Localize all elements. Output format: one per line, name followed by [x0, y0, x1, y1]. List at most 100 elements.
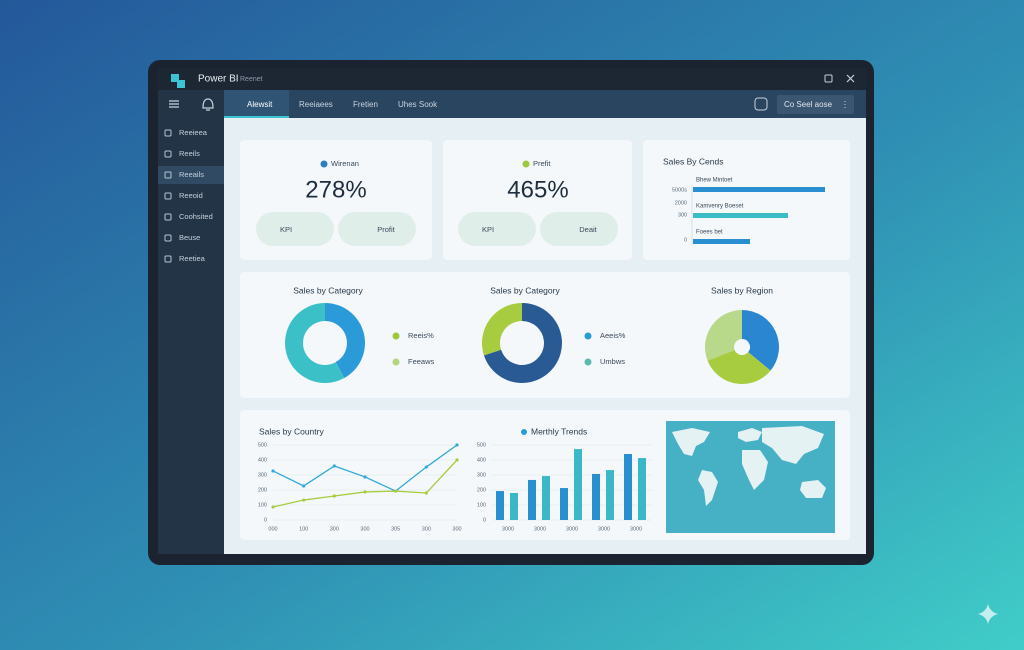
pie-slice [742, 310, 779, 371]
chart-title: Sales by Category [293, 285, 363, 295]
kpi-pill-label: Deait [579, 225, 597, 234]
home-icon[interactable] [754, 97, 768, 111]
axis-label: 300 [678, 212, 687, 218]
y-tick-label: 100 [477, 502, 486, 508]
pie-slice [705, 310, 742, 361]
y-tick-label: 400 [258, 457, 267, 463]
kpi-pill-label: Profit [377, 225, 395, 234]
nav-tab[interactable]: Fretien [353, 100, 378, 109]
line-point [363, 490, 367, 494]
kpi-pill-label: KPI [280, 225, 292, 234]
sidebar-icon[interactable] [164, 171, 172, 179]
europe [738, 428, 762, 442]
restore-button[interactable] [824, 74, 833, 83]
nav-button-label: Co Seel aose [784, 100, 833, 109]
sidebar-item[interactable]: Reeoid [179, 191, 203, 200]
bar [638, 458, 646, 520]
bar [606, 470, 614, 520]
app-name: Power BI [198, 74, 239, 85]
pie-slice [707, 349, 771, 385]
line-point [271, 469, 275, 473]
line-point [394, 489, 398, 493]
sidebar [158, 90, 224, 554]
pie-slice [325, 303, 365, 379]
legend-dot [320, 160, 328, 168]
sidebar-item[interactable]: Reeils [179, 149, 200, 158]
y-tick-label: 300 [258, 472, 267, 478]
bar-label: Bhew Mintoet [696, 178, 733, 184]
line-point [302, 498, 306, 502]
line-point [455, 443, 459, 447]
x-tick-label: 300 [422, 526, 431, 532]
bar-label: Foees bet [696, 230, 723, 236]
legend-label: Umbws [600, 357, 625, 366]
bar [693, 187, 825, 192]
sidebar-icon[interactable] [164, 213, 172, 221]
sidebar-item[interactable]: Beuse [179, 233, 200, 242]
nav-tab-underline [224, 116, 289, 118]
bar [528, 479, 536, 520]
line-point [271, 505, 275, 509]
x-tick-label: 3000 [630, 526, 642, 532]
kpi-pill[interactable] [458, 212, 536, 246]
y-tick-label: 200 [258, 487, 267, 493]
sidebar-icon[interactable] [164, 255, 172, 263]
card [643, 140, 850, 260]
africa [742, 450, 768, 490]
bell-icon[interactable] [202, 98, 214, 111]
nav-tab[interactable]: Reeiaees [299, 100, 333, 109]
north-america [672, 428, 710, 456]
line-point [302, 484, 306, 488]
y-tick-label: 200 [477, 487, 486, 493]
legend-dot [521, 429, 527, 435]
x-tick-label: 3000 [566, 526, 578, 532]
sidebar-icon[interactable] [164, 234, 172, 242]
chart-title: Sales by Country [259, 426, 324, 436]
sidebar-icon[interactable] [164, 192, 172, 200]
sidebar-icon[interactable] [164, 129, 172, 137]
legend-label: Aeeis% [600, 331, 626, 340]
legend-label: Reeis% [408, 331, 434, 340]
kpi-pill[interactable] [540, 212, 618, 246]
kpi-legend: Prefit [533, 159, 551, 168]
sidebar-item[interactable]: Reeails [179, 170, 204, 179]
line-point [424, 465, 428, 469]
map-land [672, 426, 826, 506]
legend-dot [522, 160, 530, 168]
app-subtitle: Reenet [240, 76, 263, 83]
kpi-pill[interactable] [256, 212, 334, 246]
bar [496, 491, 504, 520]
nav-button[interactable] [777, 95, 854, 114]
sidebar-item[interactable]: Reeieea [179, 128, 208, 137]
y-tick-label: 0 [264, 517, 267, 523]
y-tick-label: 400 [477, 457, 486, 463]
nav-tab[interactable]: Alewsit [247, 100, 273, 109]
close-button[interactable] [846, 74, 855, 83]
line-point [332, 494, 336, 498]
bar [542, 476, 550, 520]
chart-title: Sales by Region [711, 285, 773, 295]
y-tick-label: 500 [477, 442, 486, 448]
nav-tab[interactable]: Uhes Sook [398, 100, 438, 109]
legend-dot [584, 358, 592, 366]
line-point [332, 464, 336, 468]
line-point [424, 491, 428, 495]
sidebar-item[interactable]: Coohsited [179, 212, 213, 221]
legend-dot [392, 358, 400, 366]
bar [592, 473, 600, 520]
menu-icon[interactable] [169, 100, 179, 108]
pie-slice [481, 303, 522, 356]
pie-slice [285, 303, 345, 384]
legend-dot [392, 332, 400, 340]
bar [510, 493, 518, 520]
bar-label: Kamvenry Boeset [696, 204, 744, 210]
y-tick-label: 500 [258, 442, 267, 448]
kpi-pill[interactable] [338, 212, 416, 246]
south-america [698, 470, 718, 506]
x-tick-label: 3000 [502, 526, 514, 532]
bar [560, 488, 568, 520]
x-tick-label: 305 [391, 526, 400, 532]
chart-title: Sales by Category [490, 285, 560, 295]
sidebar-icon[interactable] [164, 150, 172, 158]
sidebar-item[interactable]: Reetiea [179, 254, 206, 263]
